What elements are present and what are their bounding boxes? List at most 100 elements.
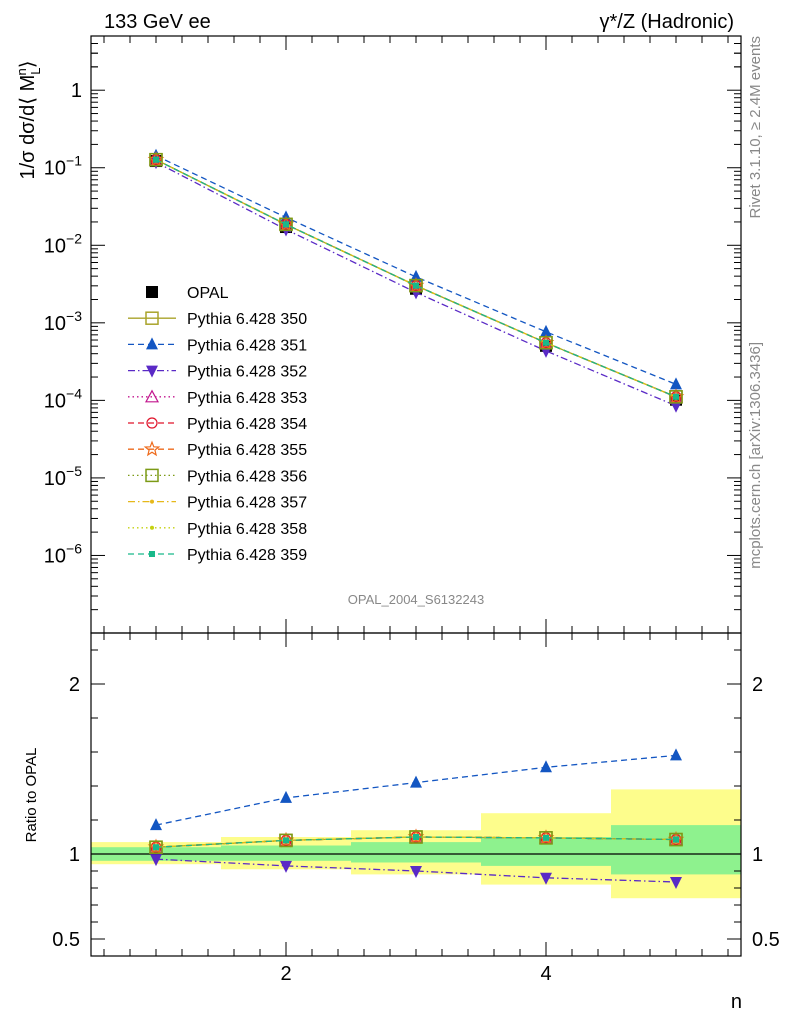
mcplots-label: mcplots.cern.ch [arXiv:1306.3436] bbox=[747, 342, 764, 569]
legend-marker bbox=[145, 468, 159, 483]
legend-label: Pythia 6.428 356 bbox=[187, 468, 307, 485]
ratio-bands bbox=[91, 789, 741, 899]
ratio-point bbox=[413, 834, 419, 840]
header-right: γ*/Z (Hadronic) bbox=[600, 11, 734, 33]
legend: OPAL Pythia 6.428 350 Pythia 6.428 351 Pyth… bbox=[128, 285, 307, 564]
legend-marker bbox=[150, 499, 154, 504]
ratio-point bbox=[150, 818, 162, 831]
main-ytick-label: 10−5 bbox=[44, 463, 82, 490]
ratio-point bbox=[673, 836, 679, 843]
ratio-frame bbox=[90, 632, 742, 957]
main-ytick-label: 10−1 bbox=[44, 153, 82, 180]
legend-label: Pythia 6.428 351 bbox=[187, 337, 307, 354]
main-ytick-label: 10−3 bbox=[44, 308, 82, 335]
ratio-ytick-label-right: 1 bbox=[752, 844, 763, 866]
main-point bbox=[149, 152, 163, 167]
ratio-series-2 bbox=[150, 748, 682, 831]
ratio-xtick-label: 4 bbox=[540, 963, 551, 985]
legend-label: Pythia 6.428 357 bbox=[187, 495, 307, 512]
legend-marker bbox=[143, 440, 161, 457]
legend-entry: Pythia 6.428 354 bbox=[128, 416, 307, 433]
ratio-ytick-label: 0.5 bbox=[52, 929, 80, 951]
legend-entry: Pythia 6.428 355 bbox=[128, 440, 307, 459]
main-point bbox=[280, 218, 292, 230]
legend-entry: OPAL bbox=[146, 285, 229, 302]
main-point bbox=[279, 217, 293, 232]
ratio-ylabel: Ratio to OPAL bbox=[23, 748, 40, 843]
legend-label: OPAL bbox=[187, 285, 229, 302]
main-series-10 bbox=[153, 156, 679, 400]
legend-label: Pythia 6.428 350 bbox=[187, 311, 307, 328]
ratio-xtick-label: 2 bbox=[280, 963, 291, 985]
ratio-point bbox=[280, 860, 292, 873]
main-ytick-label: 10−6 bbox=[44, 540, 82, 567]
ratio-ytick-label-right: 0.5 bbox=[752, 929, 780, 951]
ratio-ytick-label: 2 bbox=[69, 674, 80, 696]
ratio-series-3 bbox=[150, 854, 682, 890]
legend-entry: Pythia 6.428 356 bbox=[128, 468, 307, 485]
legend-marker bbox=[146, 337, 158, 350]
main-point bbox=[150, 154, 162, 166]
ratio-point bbox=[280, 790, 292, 803]
ratio-band-inner bbox=[221, 845, 351, 861]
legend-marker bbox=[146, 286, 158, 298]
rivet-label: Rivet 3.1.10, ≥ 2.4M events bbox=[747, 36, 764, 219]
main-point bbox=[673, 393, 679, 400]
main-ylabel-sub: L bbox=[28, 68, 43, 75]
ratio-ticks: 0.5 0.5 1 1 2 2 2 4 bbox=[52, 633, 780, 985]
ratio-point bbox=[410, 866, 422, 878]
ratio-series bbox=[147, 748, 685, 890]
main-point bbox=[283, 221, 289, 228]
main-point bbox=[413, 282, 419, 289]
ratio-band-inner bbox=[481, 837, 611, 866]
ratio-point bbox=[670, 877, 682, 890]
main-ytick-label: 10−4 bbox=[44, 385, 82, 412]
ratio-point bbox=[410, 775, 422, 788]
legend-entry: Pythia 6.428 353 bbox=[128, 389, 307, 407]
main-panel: 1 10−1 10−2 10−3 10−4 10−5 10−6 bbox=[44, 35, 742, 634]
ratio-point bbox=[540, 760, 552, 773]
ratio-series-line bbox=[155, 836, 677, 848]
legend-entry: Pythia 6.428 351 bbox=[128, 337, 307, 354]
legend-label: Pythia 6.428 355 bbox=[187, 442, 307, 459]
ratio-point bbox=[540, 872, 552, 885]
legend-marker bbox=[145, 311, 159, 325]
ratio-point bbox=[150, 854, 162, 867]
main-point bbox=[539, 336, 553, 350]
main-point bbox=[670, 400, 682, 413]
main-frame bbox=[90, 35, 742, 634]
main-ytick-label: 10−2 bbox=[44, 230, 82, 257]
ratio-point bbox=[543, 834, 549, 841]
ratio-band-inner bbox=[351, 842, 481, 863]
ratio-panel: 0.5 0.5 1 1 2 2 2 4 bbox=[52, 632, 780, 985]
ratio-ytick-label: 1 bbox=[69, 844, 80, 866]
watermark: OPAL_2004_S6132243 bbox=[348, 592, 484, 607]
legend-entry: Pythia 6.428 352 bbox=[128, 364, 307, 381]
ratio-ytick-label-right: 2 bbox=[752, 674, 763, 696]
main-ticks: 1 10−1 10−2 10−3 10−4 10−5 10−6 bbox=[44, 35, 741, 634]
main-point bbox=[147, 151, 165, 167]
main-series-line bbox=[155, 155, 677, 385]
header-left: 133 GeV ee bbox=[104, 11, 211, 33]
ratio-point bbox=[153, 844, 159, 851]
main-ylabel-part1: 1/σ dσ/d⟨ M bbox=[17, 75, 39, 180]
legend-marker bbox=[146, 365, 158, 378]
ratio-series-10 bbox=[153, 834, 679, 851]
legend-entry: Pythia 6.428 358 bbox=[128, 521, 307, 538]
main-ytick-label: 1 bbox=[71, 80, 82, 102]
main-point bbox=[543, 339, 549, 346]
main-series bbox=[147, 148, 685, 413]
main-point bbox=[540, 324, 552, 337]
legend-label: Pythia 6.428 353 bbox=[187, 390, 307, 407]
main-ylabel: 1/σ dσ/d⟨ MLn⟩ bbox=[14, 60, 43, 179]
ratio-xlabel: n bbox=[731, 991, 742, 1013]
legend-entry: Pythia 6.428 350 bbox=[128, 311, 307, 328]
legend-marker bbox=[149, 551, 155, 557]
legend-entry: Pythia 6.428 357 bbox=[128, 495, 307, 512]
ratio-point bbox=[670, 748, 682, 761]
legend-label: Pythia 6.428 354 bbox=[187, 416, 307, 433]
main-point bbox=[669, 390, 683, 404]
main-point bbox=[410, 280, 422, 292]
legend-label: Pythia 6.428 358 bbox=[187, 521, 307, 538]
